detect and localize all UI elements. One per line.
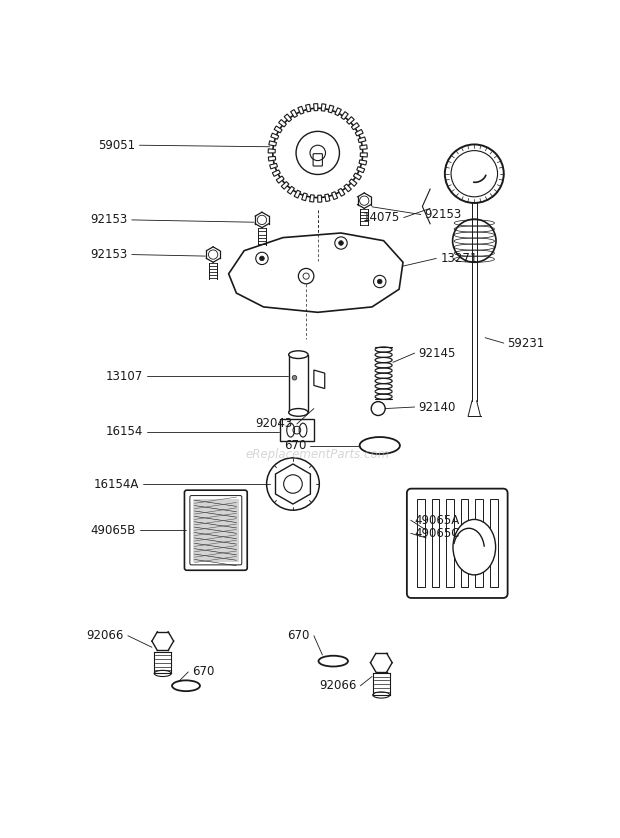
Polygon shape xyxy=(291,110,298,117)
Circle shape xyxy=(273,108,363,198)
Polygon shape xyxy=(281,182,289,189)
Polygon shape xyxy=(309,194,314,202)
Ellipse shape xyxy=(286,423,294,437)
Polygon shape xyxy=(277,176,284,184)
Polygon shape xyxy=(314,104,317,111)
Polygon shape xyxy=(278,120,286,127)
Bar xyxy=(490,499,497,587)
Text: 670: 670 xyxy=(192,665,215,679)
Circle shape xyxy=(445,144,503,203)
Text: 13271: 13271 xyxy=(440,252,477,265)
Polygon shape xyxy=(353,173,361,180)
Bar xyxy=(417,499,425,587)
Polygon shape xyxy=(347,116,354,124)
Bar xyxy=(289,354,309,412)
Text: 49065C: 49065C xyxy=(415,527,460,540)
Polygon shape xyxy=(360,145,367,149)
Text: 49065B: 49065B xyxy=(91,524,136,536)
Polygon shape xyxy=(321,104,326,111)
Text: 670: 670 xyxy=(284,439,306,452)
Bar xyxy=(461,499,469,587)
Polygon shape xyxy=(294,190,301,198)
Polygon shape xyxy=(358,137,366,142)
Polygon shape xyxy=(287,186,294,194)
Polygon shape xyxy=(349,179,357,186)
Polygon shape xyxy=(341,111,348,120)
Polygon shape xyxy=(344,184,352,192)
Text: 92153: 92153 xyxy=(91,248,128,261)
FancyBboxPatch shape xyxy=(185,490,247,571)
Text: 92043: 92043 xyxy=(255,417,293,431)
Text: 14075: 14075 xyxy=(363,211,400,224)
Circle shape xyxy=(339,241,343,246)
Circle shape xyxy=(453,220,496,262)
Polygon shape xyxy=(272,170,280,176)
Circle shape xyxy=(378,279,382,284)
Polygon shape xyxy=(229,233,403,313)
Polygon shape xyxy=(355,129,363,136)
Text: 92153: 92153 xyxy=(425,208,462,221)
Text: 59051: 59051 xyxy=(99,139,136,152)
Polygon shape xyxy=(332,192,338,199)
Text: 670: 670 xyxy=(288,629,310,642)
Text: 92145: 92145 xyxy=(418,347,456,360)
Polygon shape xyxy=(359,160,366,165)
Text: 92066: 92066 xyxy=(319,680,356,692)
Polygon shape xyxy=(269,141,277,146)
Polygon shape xyxy=(317,195,322,202)
Bar xyxy=(432,499,439,587)
Polygon shape xyxy=(306,104,311,111)
Text: 59231: 59231 xyxy=(508,337,545,349)
Text: 92066: 92066 xyxy=(87,629,124,642)
Ellipse shape xyxy=(373,692,390,698)
Ellipse shape xyxy=(299,423,307,437)
Ellipse shape xyxy=(154,670,171,676)
Text: eReplacementParts.com: eReplacementParts.com xyxy=(246,448,390,461)
Polygon shape xyxy=(338,189,345,196)
Polygon shape xyxy=(274,126,282,132)
Polygon shape xyxy=(302,193,308,200)
Polygon shape xyxy=(328,105,334,113)
Bar xyxy=(280,419,314,441)
Bar xyxy=(476,499,483,587)
Text: 92153: 92153 xyxy=(91,214,128,226)
Polygon shape xyxy=(268,149,275,153)
Polygon shape xyxy=(284,114,291,122)
Polygon shape xyxy=(268,157,276,161)
Ellipse shape xyxy=(289,351,308,359)
FancyBboxPatch shape xyxy=(407,489,508,598)
Polygon shape xyxy=(271,133,279,139)
Polygon shape xyxy=(298,106,304,114)
Bar xyxy=(193,499,239,561)
Polygon shape xyxy=(360,153,367,157)
Text: 16154: 16154 xyxy=(106,425,143,438)
Ellipse shape xyxy=(289,409,308,416)
Text: 49065A: 49065A xyxy=(415,514,460,527)
Bar xyxy=(446,499,454,587)
Polygon shape xyxy=(356,167,365,173)
Polygon shape xyxy=(314,370,325,389)
Text: 16154A: 16154A xyxy=(94,478,140,490)
Text: 13107: 13107 xyxy=(106,370,143,383)
Circle shape xyxy=(292,375,297,380)
Ellipse shape xyxy=(453,520,495,575)
Polygon shape xyxy=(325,194,330,201)
Circle shape xyxy=(260,256,264,261)
Polygon shape xyxy=(270,163,277,169)
Polygon shape xyxy=(335,108,342,116)
Circle shape xyxy=(267,458,319,510)
Text: 92140: 92140 xyxy=(418,401,456,413)
Polygon shape xyxy=(352,122,359,130)
